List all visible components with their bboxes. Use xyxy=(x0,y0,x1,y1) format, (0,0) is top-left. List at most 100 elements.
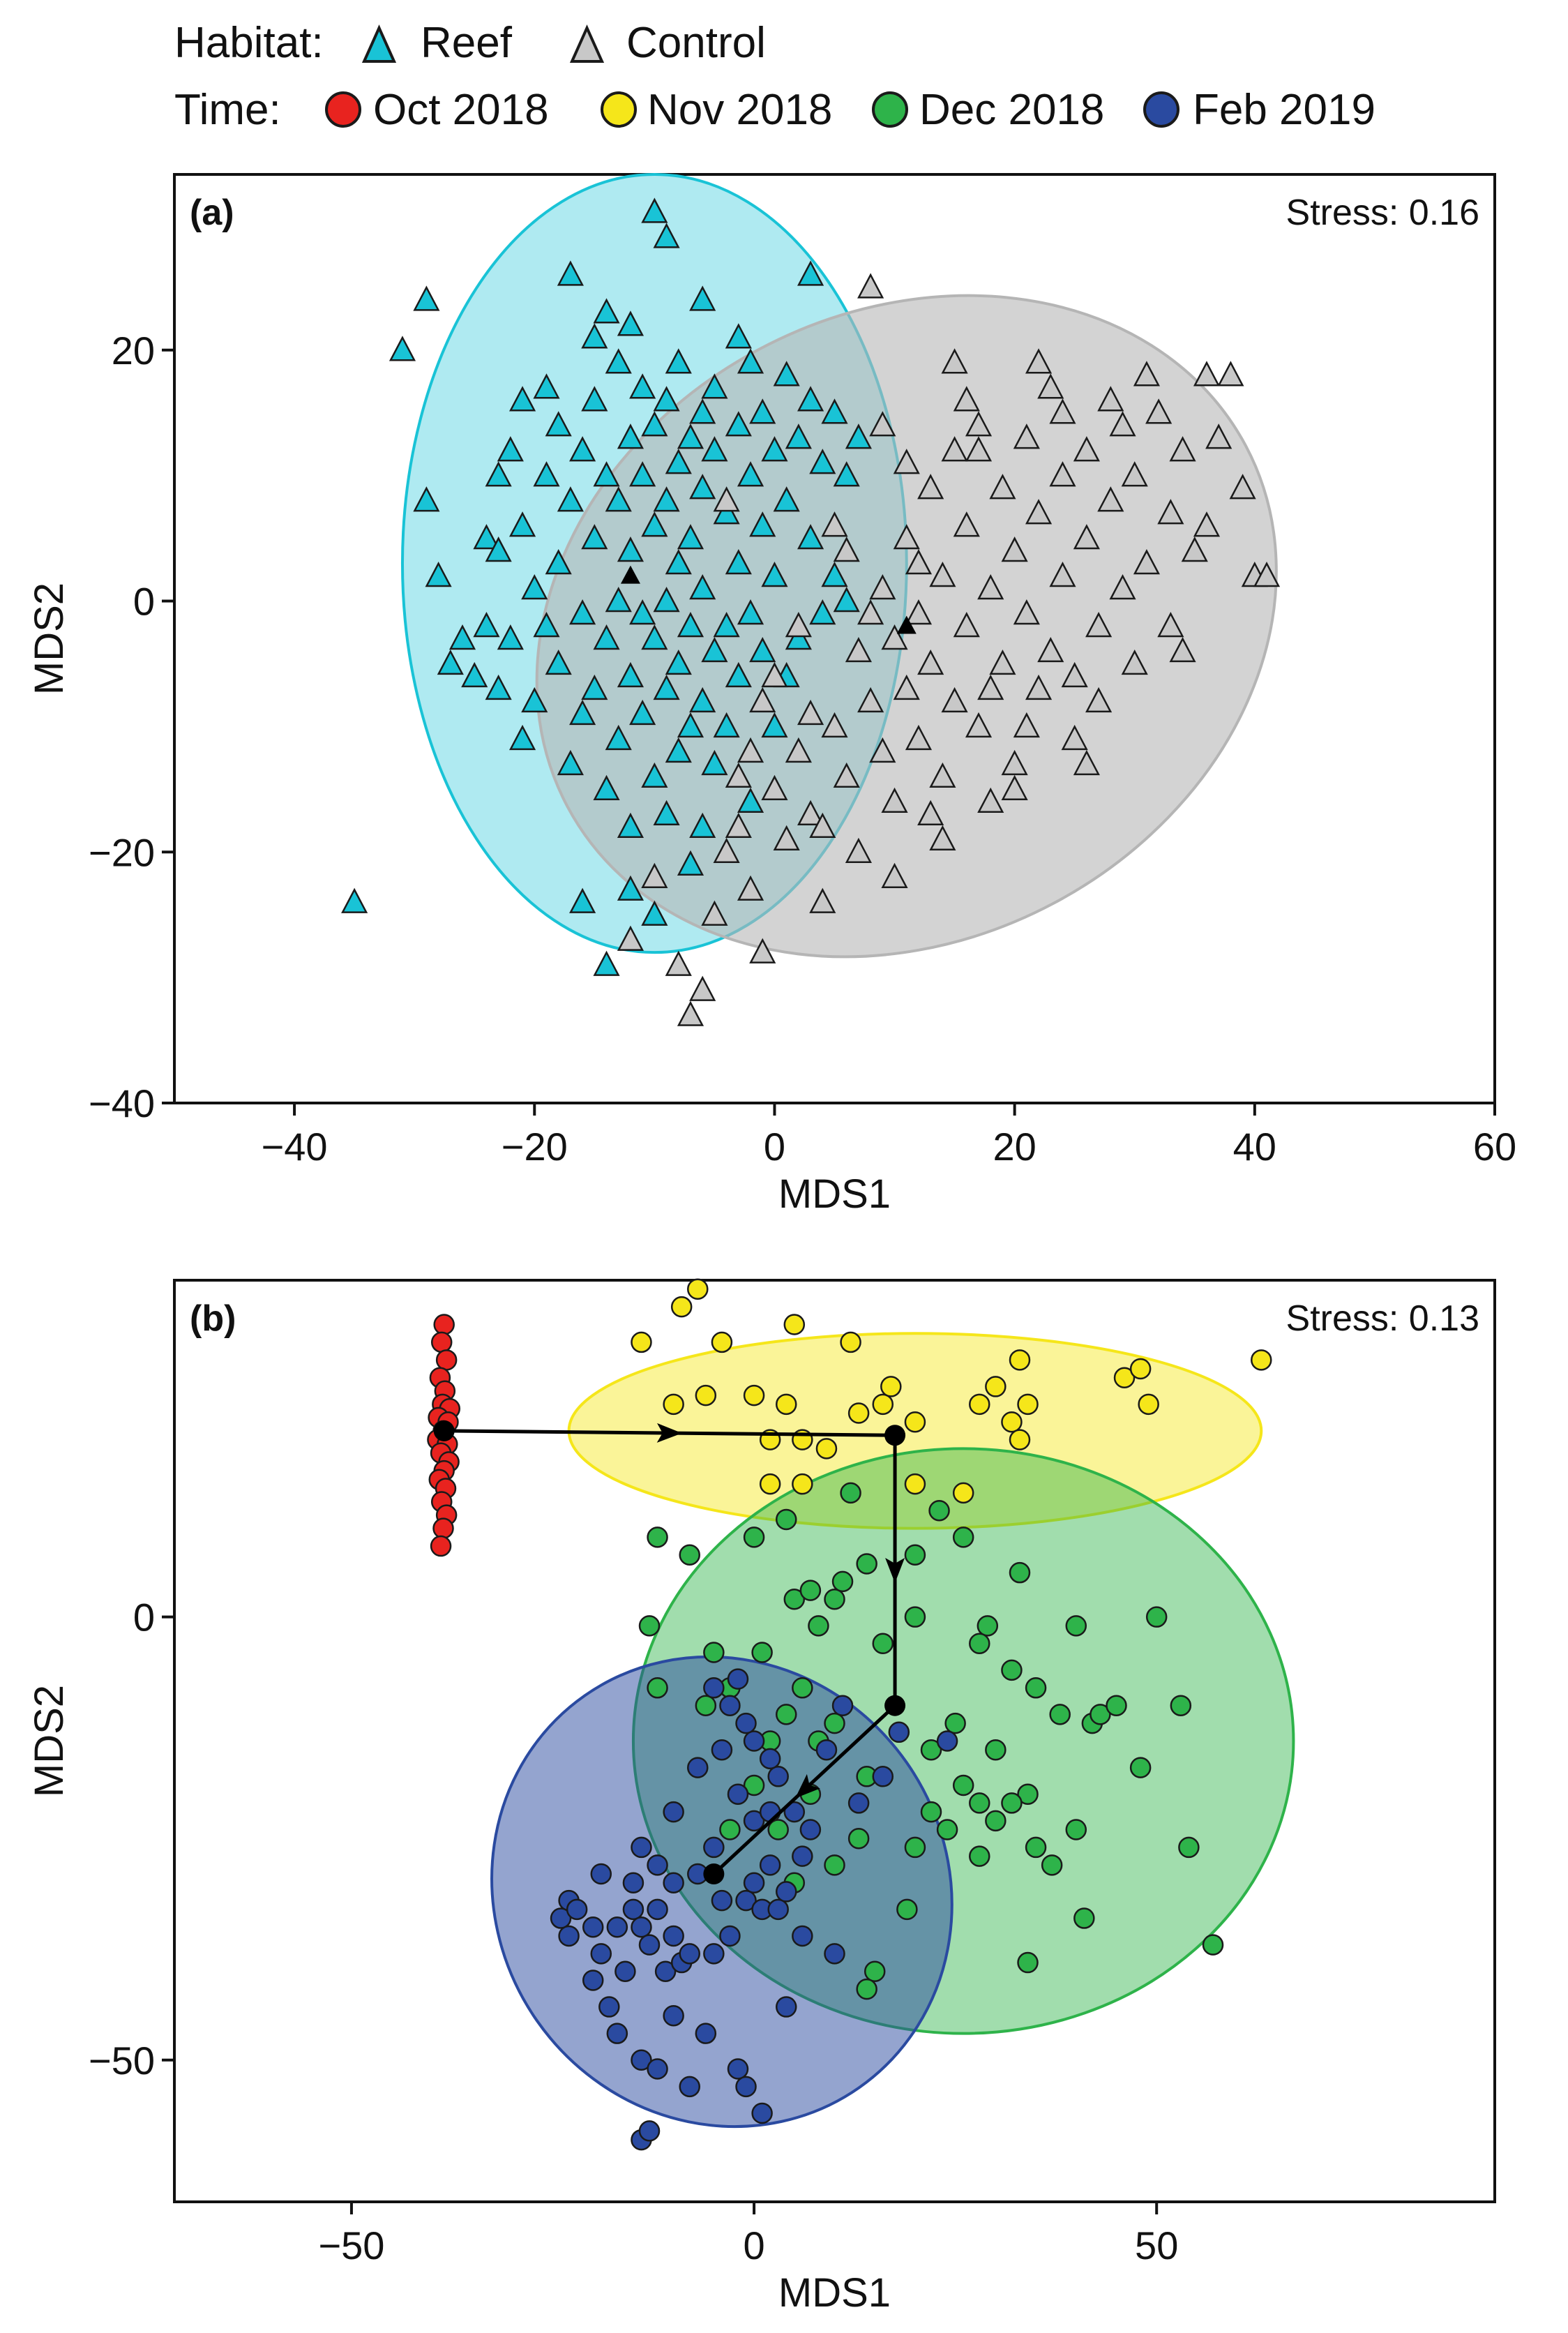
legend-item-oct-2018: Oct 2018 xyxy=(325,86,549,134)
panel-a-point-reef xyxy=(569,436,596,462)
panel-a-point-reef xyxy=(521,574,548,600)
legend-oct-2018-circle-marker xyxy=(325,91,361,128)
panel-a-point-control xyxy=(857,599,884,625)
panel-a-point-reef xyxy=(485,674,512,700)
panel-a-point-reef xyxy=(605,486,632,512)
panel-a-point-reef xyxy=(605,348,632,374)
panel-a-point-reef xyxy=(617,661,644,688)
panel-b-point-feb-2019 xyxy=(566,1898,588,1921)
panel-b-point-dec-2018 xyxy=(1001,1792,1023,1814)
panel-a-point-control xyxy=(1073,436,1100,462)
panel-a-point-control xyxy=(1217,361,1244,387)
panel-b-point-dec-2018 xyxy=(1170,1695,1192,1716)
panel-b-trajectory-arrowhead xyxy=(885,1557,905,1583)
panel-b-point-nov-2018 xyxy=(840,1331,861,1353)
panel-b-point-feb-2019 xyxy=(647,1898,668,1921)
panel-b-point-feb-2019 xyxy=(735,1712,757,1734)
panel-a-point-control xyxy=(1085,611,1113,638)
panel-b-point-dec-2018 xyxy=(751,1642,773,1663)
panel-b-point-feb-2019 xyxy=(727,1783,749,1805)
panel-a-point-control xyxy=(761,661,788,688)
panel-a-point-reef xyxy=(689,474,716,500)
panel-b-point-nov-2018 xyxy=(687,1278,709,1300)
panel-b-point-nov-2018 xyxy=(743,1384,765,1406)
panel-a-point-reef xyxy=(725,661,752,688)
panel-b-point-feb-2019 xyxy=(550,1907,572,1929)
panel-a-point-control xyxy=(761,774,788,801)
panel-b-point-feb-2019 xyxy=(888,1721,910,1743)
panel-a-point-control xyxy=(797,800,824,826)
panel-a-point-reef xyxy=(508,724,536,751)
panel-b-point-feb-2019 xyxy=(775,1996,797,2018)
panel-b-point-feb-2019 xyxy=(598,1996,620,2018)
panel-b-point-feb-2019 xyxy=(590,1863,612,1885)
panel-a-point-reef xyxy=(593,298,620,324)
panel-a-point-reef xyxy=(605,724,632,751)
panel-a-y-tick-label: 20 xyxy=(112,329,155,373)
panel-b-point-nov-2018 xyxy=(695,1384,717,1406)
panel-b-point-nov-2018 xyxy=(1009,1349,1031,1371)
panel-a-point-control xyxy=(1109,574,1136,600)
panel-b-point-feb-2019 xyxy=(703,1836,725,1859)
panel-b-point-feb-2019 xyxy=(638,2120,661,2142)
panel-a-point-reef xyxy=(473,524,500,550)
panel-b-point-feb-2019 xyxy=(590,1943,612,1965)
panel-a-point-control xyxy=(977,574,1004,600)
panel-b-point-feb-2019 xyxy=(831,1695,854,1716)
panel-b-y-tick-label: −50 xyxy=(89,2039,155,2083)
panel-a-x-tick-label: 20 xyxy=(993,1125,1036,1169)
panel-a-point-reef xyxy=(701,436,728,462)
legend-item-nov-2018: Nov 2018 xyxy=(601,86,832,134)
panel-a-point-reef xyxy=(665,549,692,575)
panel-a-point-control xyxy=(929,562,956,587)
panel-a-point-reef xyxy=(677,850,704,876)
panel-b-point-dec-2018 xyxy=(799,1580,822,1601)
panel-b: −50 0 50 −50 0 MDS1 MDS2 (b) Stress: 0.13 xyxy=(27,1278,1496,2316)
legend-feb-2019-label: Feb 2019 xyxy=(1193,86,1375,134)
panel-b-point-feb-2019 xyxy=(767,1898,789,1921)
panel-b-point-dec-2018 xyxy=(1090,1704,1111,1725)
panel-a-point-reef xyxy=(629,699,656,726)
panel-b-point-feb-2019 xyxy=(558,1925,580,1947)
panel-b-point-dec-2018 xyxy=(1145,1606,1168,1628)
panel-a-point-reef xyxy=(641,762,668,788)
panel-a-point-control xyxy=(857,687,884,713)
panel-a-point-control xyxy=(917,649,944,675)
panel-b-x-tick-label: 0 xyxy=(743,2223,764,2267)
panel-b-point-dec-2018 xyxy=(944,1712,966,1734)
panel-b-point-feb-2019 xyxy=(792,1925,813,1947)
panel-a-point-reef xyxy=(593,774,620,801)
panel-b-point-dec-2018 xyxy=(1017,1783,1039,1805)
panel-a-point-control xyxy=(785,611,812,638)
panel-a-point-control xyxy=(1013,599,1040,625)
panel-b-point-feb-2019 xyxy=(759,1748,781,1770)
panel-b-point-nov-2018 xyxy=(759,1473,781,1495)
panel-b-point-nov-2018 xyxy=(670,1296,693,1318)
panel-b-point-nov-2018 xyxy=(880,1376,902,1397)
panel-b-point-feb-2019 xyxy=(663,1801,684,1823)
panel-b-point-dec-2018 xyxy=(896,1898,918,1921)
panel-a-point-reef xyxy=(713,499,740,525)
panel-a-point-control xyxy=(833,762,860,788)
panel-b-point-nov-2018 xyxy=(792,1473,813,1495)
panel-b-point-dec-2018 xyxy=(1049,1704,1071,1725)
panel-a-point-reef xyxy=(821,398,848,424)
panel-b-point-feb-2019 xyxy=(775,1881,797,1903)
panel-b-point-dec-2018 xyxy=(1065,1819,1087,1840)
panel-b-point-nov-2018 xyxy=(1009,1429,1031,1450)
panel-b-point-oct-2018 xyxy=(432,1517,454,1539)
panel-b-label: (b) xyxy=(190,1298,236,1339)
panel-a-x-tick-label: −20 xyxy=(502,1125,568,1169)
panel-a-point-reef xyxy=(641,411,668,437)
panel-b-point-dec-2018 xyxy=(1202,1934,1224,1956)
panel-a-point-control xyxy=(1205,423,1232,449)
panel-b-point-feb-2019 xyxy=(847,1792,870,1814)
panel-a-point-reef xyxy=(629,461,656,487)
panel-a-point-reef xyxy=(809,449,836,474)
panel-a-point-reef xyxy=(533,611,560,638)
panel-a-point-control xyxy=(905,549,933,575)
panel-a-point-reef xyxy=(677,611,704,638)
panel-a-point-control xyxy=(893,449,920,474)
panel-a-point-reef xyxy=(389,336,416,361)
panel-a-point-reef xyxy=(653,386,680,412)
